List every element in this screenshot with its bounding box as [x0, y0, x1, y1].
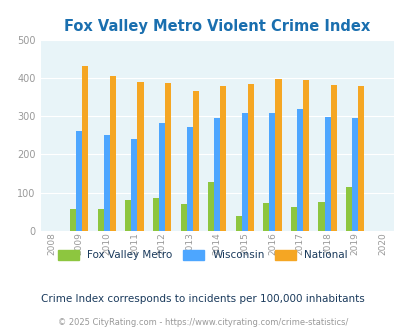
Bar — [70, 209, 76, 231]
Bar — [165, 83, 171, 231]
Bar — [180, 204, 186, 231]
Bar — [98, 209, 104, 231]
Bar — [82, 66, 88, 231]
Bar — [208, 182, 214, 231]
Bar — [318, 202, 324, 231]
Bar — [192, 90, 198, 231]
Bar — [186, 127, 192, 231]
Legend: Fox Valley Metro, Wisconsin, National: Fox Valley Metro, Wisconsin, National — [58, 250, 347, 260]
Bar — [324, 117, 330, 231]
Bar — [345, 187, 351, 231]
Bar — [351, 118, 357, 231]
Text: Crime Index corresponds to incidents per 100,000 inhabitants: Crime Index corresponds to incidents per… — [41, 294, 364, 304]
Bar — [125, 200, 131, 231]
Bar — [296, 109, 302, 231]
Bar — [137, 82, 143, 231]
Bar — [357, 86, 363, 231]
Bar — [330, 85, 336, 231]
Bar — [269, 114, 275, 231]
Bar — [302, 80, 308, 231]
Bar — [241, 114, 247, 231]
Bar — [131, 139, 137, 231]
Title: Fox Valley Metro Violent Crime Index: Fox Valley Metro Violent Crime Index — [64, 19, 369, 34]
Bar — [275, 79, 281, 231]
Bar — [220, 86, 226, 231]
Text: © 2025 CityRating.com - https://www.cityrating.com/crime-statistics/: © 2025 CityRating.com - https://www.city… — [58, 318, 347, 327]
Bar — [214, 118, 220, 231]
Bar — [247, 84, 253, 231]
Bar — [263, 203, 269, 231]
Bar — [290, 207, 296, 231]
Bar — [76, 131, 82, 231]
Bar — [235, 216, 241, 231]
Bar — [110, 76, 116, 231]
Bar — [104, 135, 110, 231]
Bar — [153, 198, 159, 231]
Bar — [159, 123, 165, 231]
